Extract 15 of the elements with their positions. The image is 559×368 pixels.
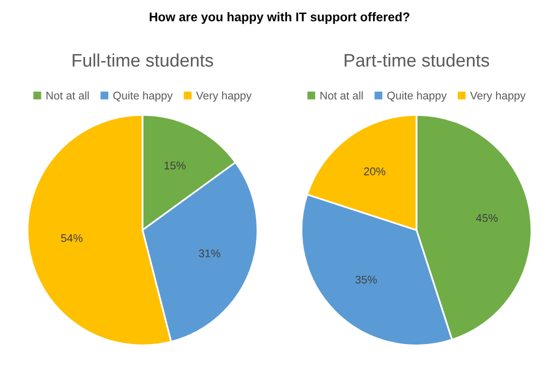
data-label: 31% (198, 249, 220, 258)
legend-label: Quite happy (387, 91, 447, 102)
data-label: 20% (364, 167, 386, 176)
chart-title: Part-time students (344, 53, 490, 67)
data-label: 15% (164, 162, 186, 170)
data-label: 54% (61, 234, 83, 242)
data-label: 45% (476, 214, 498, 222)
legend-label: Very happy (470, 91, 526, 102)
legend-label: Quite happy (113, 91, 173, 102)
chart-title: Full-time students (72, 53, 214, 67)
legend-label: Not at all (46, 91, 89, 100)
legend-label: Not at all (320, 91, 363, 100)
text: How are you happy with IT support offered? (150, 12, 410, 24)
data-label: 35% (355, 276, 377, 284)
legend-label: Very happy (196, 91, 252, 102)
